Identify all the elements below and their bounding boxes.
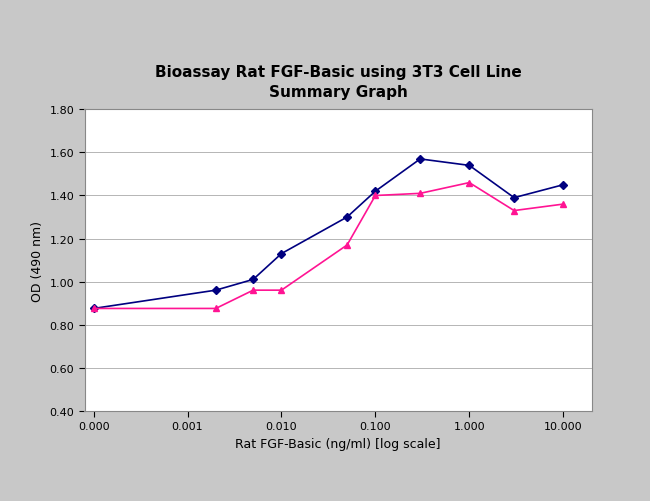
Y-axis label: OD (490 nm): OD (490 nm) — [31, 220, 44, 301]
Rat FGF-Basic; PeproTech; Cat# 400-29 — [416, 191, 424, 197]
Rat FGF-Basic; Competitor — [212, 288, 220, 294]
Rat FGF-Basic; Competitor — [465, 163, 473, 169]
Rat FGF-Basic; Competitor — [90, 306, 97, 312]
Rat FGF-Basic; PeproTech; Cat# 400-29 — [343, 242, 351, 248]
X-axis label: Rat FGF-Basic (ng/ml) [log scale]: Rat FGF-Basic (ng/ml) [log scale] — [235, 437, 441, 450]
Rat FGF-Basic; Competitor — [560, 182, 567, 188]
Rat FGF-Basic; Competitor — [416, 157, 424, 163]
Rat FGF-Basic; Competitor — [250, 277, 257, 283]
Rat FGF-Basic; Competitor — [372, 189, 380, 195]
Rat FGF-Basic; PeproTech; Cat# 400-29 — [278, 288, 285, 294]
Rat FGF-Basic; Competitor — [343, 214, 351, 220]
Line: Rat FGF-Basic; Competitor: Rat FGF-Basic; Competitor — [91, 157, 566, 312]
Line: Rat FGF-Basic; PeproTech; Cat# 400-29: Rat FGF-Basic; PeproTech; Cat# 400-29 — [90, 180, 567, 312]
Rat FGF-Basic; PeproTech; Cat# 400-29 — [90, 306, 97, 312]
Rat FGF-Basic; PeproTech; Cat# 400-29 — [560, 202, 567, 208]
Rat FGF-Basic; Competitor — [278, 251, 285, 257]
Rat FGF-Basic; PeproTech; Cat# 400-29 — [372, 193, 380, 199]
Rat FGF-Basic; PeproTech; Cat# 400-29 — [465, 180, 473, 186]
Rat FGF-Basic; PeproTech; Cat# 400-29 — [212, 306, 220, 312]
Rat FGF-Basic; PeproTech; Cat# 400-29 — [250, 288, 257, 294]
Rat FGF-Basic; PeproTech; Cat# 400-29 — [510, 208, 518, 214]
Title: Bioassay Rat FGF-Basic using 3T3 Cell Line
Summary Graph: Bioassay Rat FGF-Basic using 3T3 Cell Li… — [155, 65, 521, 99]
Rat FGF-Basic; Competitor — [510, 195, 518, 201]
